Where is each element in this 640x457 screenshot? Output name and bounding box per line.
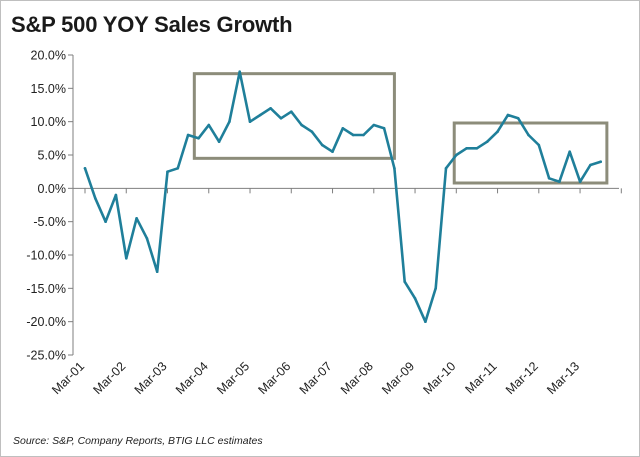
series-line [83, 70, 603, 324]
data-point [166, 170, 169, 173]
data-point [197, 137, 200, 140]
data-point [341, 127, 345, 130]
y-tick-label: -25.0% [26, 349, 66, 363]
data-point [516, 117, 520, 120]
x-tick-label: Mar-02 [90, 359, 128, 397]
chart-title: S&P 500 YOY Sales Growth [11, 12, 293, 37]
x-tick-label: Mar-03 [132, 359, 170, 397]
x-tick-label: Mar-05 [214, 359, 252, 397]
chart-source: Source: S&P, Company Reports, BTIG LLC e… [13, 435, 263, 447]
data-point [279, 117, 283, 120]
data-point [537, 143, 541, 147]
data-point [269, 107, 272, 110]
y-tick-label: 10.0% [31, 115, 66, 129]
data-point [506, 113, 510, 117]
data-point [104, 220, 107, 223]
data-point [403, 280, 407, 284]
data-point [94, 197, 97, 200]
data-point [125, 257, 128, 260]
x-tick-label: Mar-04 [173, 359, 211, 397]
data-point [362, 133, 365, 137]
y-tick-label: -20.0% [26, 315, 66, 329]
y-tick-label: -10.0% [26, 249, 66, 263]
highlight-box-1 [192, 72, 396, 160]
data-point [475, 147, 479, 150]
highlight-box-2 [452, 121, 609, 185]
data-point [568, 150, 571, 153]
data-point [83, 167, 87, 170]
x-tick-label: Mar-13 [544, 359, 582, 397]
data-point [135, 217, 138, 220]
y-tick-label: 20.0% [31, 49, 66, 63]
y-axis-ticks: 20.0% 15.0% 10.0% 5.0% 0.0% -5.0% -10.0% -15.0%… [26, 49, 73, 363]
y-tick-label: -5.0% [33, 215, 66, 229]
x-tick-label: Mar-11 [462, 359, 499, 396]
data-point [300, 123, 303, 127]
data-point [228, 120, 231, 123]
data-point [145, 237, 149, 240]
data-point [114, 193, 118, 197]
data-point [155, 270, 159, 274]
data-point [176, 167, 180, 170]
data-point [547, 177, 551, 180]
data-point [599, 160, 602, 163]
data-point [372, 123, 376, 127]
series-group [83, 70, 603, 324]
x-tick-label: Mar-09 [379, 359, 417, 397]
data-point [186, 133, 190, 137]
data-point [485, 140, 489, 143]
data-point [207, 123, 211, 127]
data-point [382, 127, 386, 130]
data-point [259, 113, 262, 117]
data-point [413, 297, 417, 300]
data-point [424, 320, 427, 324]
data-point [434, 287, 438, 290]
y-tick-label: -15.0% [26, 282, 66, 296]
data-point [455, 153, 458, 157]
y-tick-label: 0.0% [38, 182, 67, 196]
data-point [465, 147, 468, 150]
data-point [444, 167, 448, 170]
x-tick-label: Mar-06 [255, 359, 293, 397]
data-point [331, 150, 334, 153]
data-point [238, 70, 241, 73]
data-point [217, 140, 221, 143]
data-point [393, 167, 396, 170]
data-point [290, 110, 293, 113]
data-point [310, 130, 314, 133]
x-tick-label: Mar-12 [503, 359, 541, 397]
x-tick-label: Mar-08 [338, 359, 376, 397]
data-point [351, 133, 355, 137]
data-point [558, 180, 561, 183]
x-tick-label: Mar-10 [421, 359, 459, 397]
data-point [320, 143, 324, 147]
annotation-boxes [192, 72, 609, 185]
data-point [527, 133, 530, 137]
data-point [248, 120, 252, 123]
data-point [496, 130, 499, 133]
data-point [589, 163, 592, 167]
x-tick-label: Mar-01 [49, 359, 87, 397]
data-point [578, 180, 582, 183]
axes [72, 55, 619, 355]
y-tick-label: 5.0% [38, 149, 67, 163]
x-tick-label: Mar-07 [297, 359, 335, 397]
y-tick-label: 15.0% [31, 82, 66, 96]
